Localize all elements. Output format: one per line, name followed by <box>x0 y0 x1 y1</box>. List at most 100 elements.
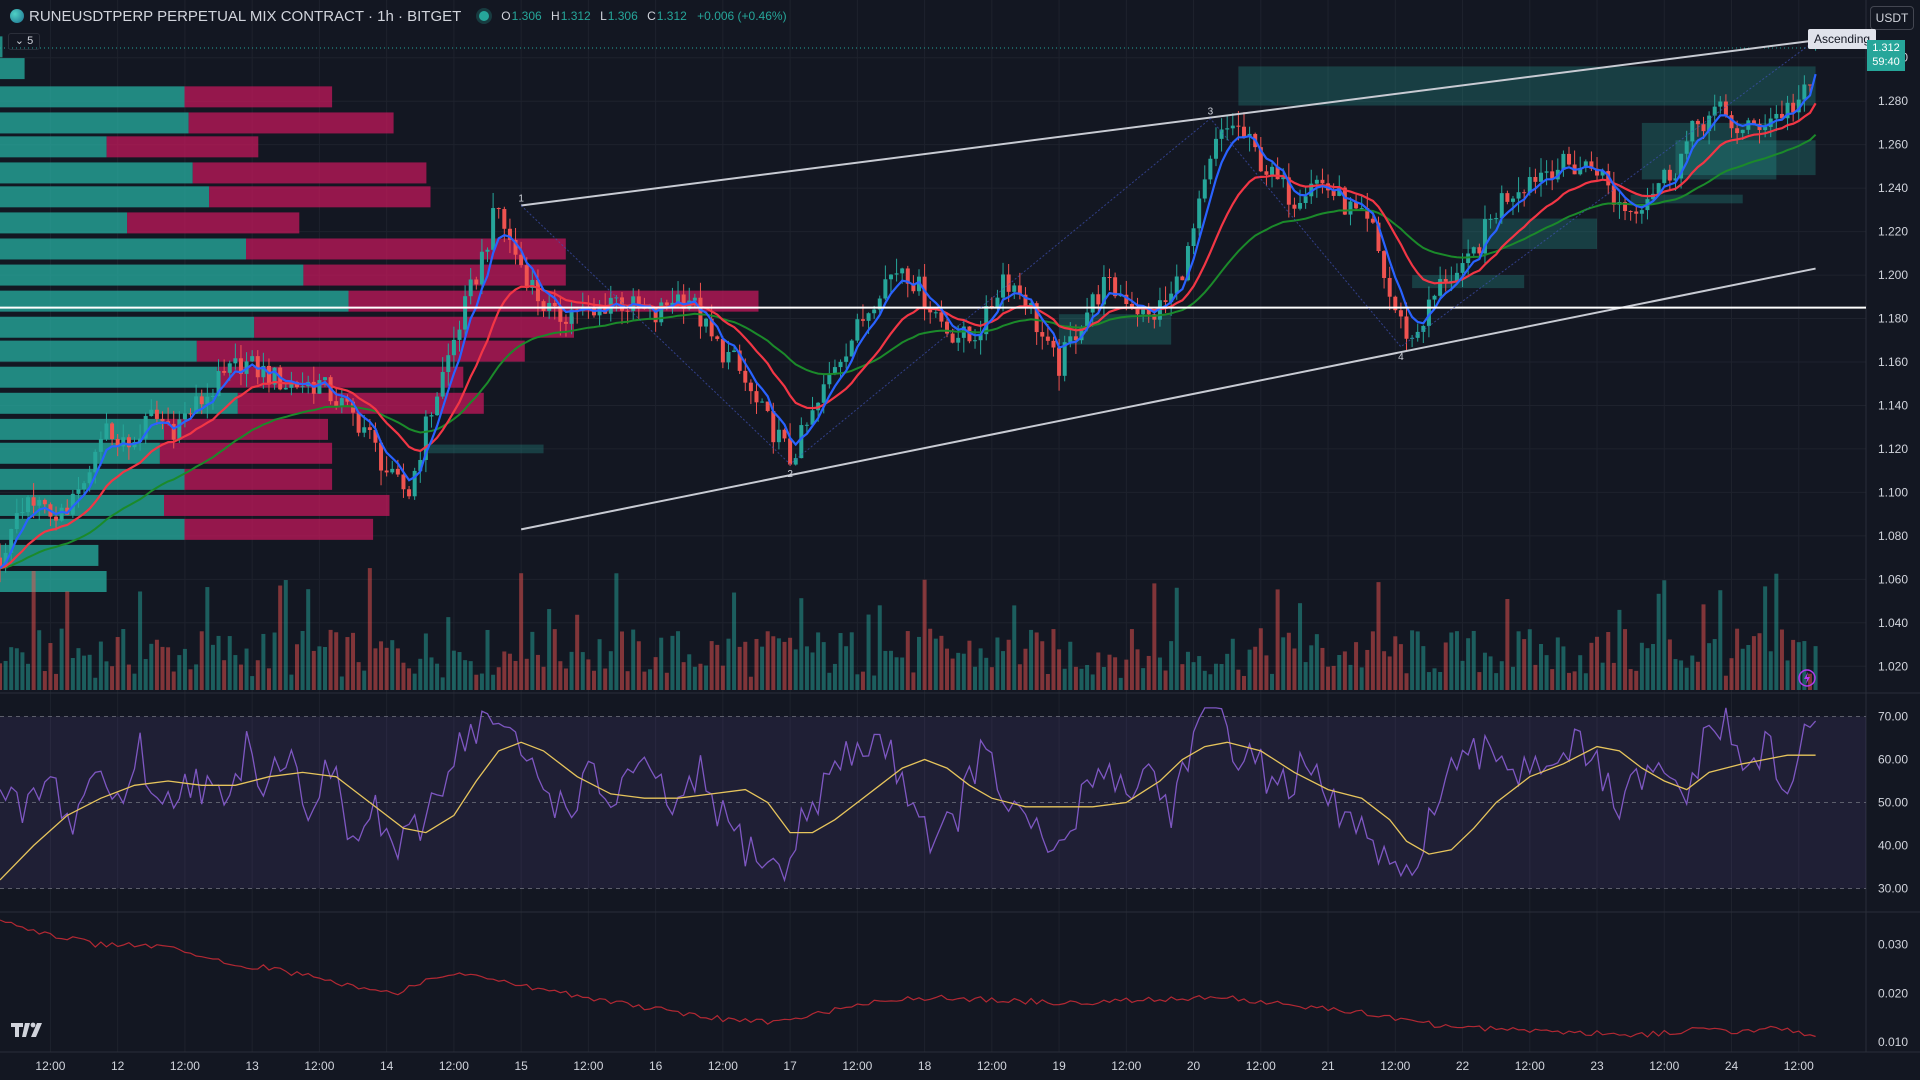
volume-bar <box>115 637 120 690</box>
candle-body <box>379 442 384 471</box>
candle-body <box>743 370 748 383</box>
volume-bar <box>1567 672 1572 690</box>
volume-bar <box>1746 645 1751 690</box>
volume-profile-down-bar <box>184 86 333 108</box>
candle-body <box>945 321 950 334</box>
volume-bar <box>1494 673 1499 690</box>
volume-bar <box>1751 636 1756 690</box>
drawing-label-tag[interactable]: Ascending <box>1808 29 1876 49</box>
candle-body <box>1432 295 1437 300</box>
candle-body <box>1090 294 1095 313</box>
volume-bar <box>1606 631 1611 690</box>
candle-body <box>317 380 322 394</box>
volume-bar <box>407 668 412 690</box>
price-axis-label: 1.240 <box>1878 181 1908 195</box>
volume-bar <box>681 662 686 690</box>
volume-bar <box>922 579 927 690</box>
volume-bar <box>1197 656 1202 690</box>
last-price-label: 1.312 59:40 <box>1867 40 1905 71</box>
volume-bar <box>70 658 75 690</box>
volume-bar <box>194 664 199 690</box>
candle-body <box>199 396 204 405</box>
volume-bar <box>1034 632 1039 690</box>
candle-body <box>535 279 540 302</box>
candle-body <box>821 384 826 403</box>
candle-body <box>1460 263 1465 273</box>
volume-bar <box>42 671 47 690</box>
volume-bar <box>687 654 692 690</box>
volume-bar <box>748 676 753 690</box>
volume-bar <box>1006 639 1011 690</box>
volume-bar <box>143 659 148 690</box>
volume-bar <box>356 662 361 690</box>
candle-body <box>1673 178 1678 181</box>
volume-bar <box>916 636 921 690</box>
time-axis-label: 12:00 <box>1649 1059 1679 1073</box>
volume-bar <box>1057 649 1062 690</box>
candle-body <box>412 470 417 497</box>
volume-bar <box>1157 657 1162 690</box>
volume-bar <box>1062 668 1067 690</box>
volume-bar <box>950 658 955 690</box>
candle-body <box>1538 172 1543 182</box>
candle-body <box>1085 312 1090 328</box>
volume-bar <box>1538 643 1543 690</box>
candle-body <box>300 386 305 388</box>
volume-bar <box>1180 664 1185 690</box>
candle-body <box>653 306 658 323</box>
candle-body <box>0 557 2 569</box>
candle-body <box>1796 99 1801 113</box>
volume-bar <box>160 646 165 690</box>
volume-bar <box>603 668 608 690</box>
candle-body <box>1623 201 1628 212</box>
volume-bar <box>547 609 552 690</box>
candle-body <box>491 208 496 250</box>
candle-body <box>1354 201 1359 209</box>
alert-icon <box>1798 669 1816 687</box>
volume-bar <box>849 632 854 690</box>
candle-body <box>1286 177 1291 205</box>
volume-bar <box>614 573 619 690</box>
candle-body <box>1438 279 1443 296</box>
time-axis-label: 12:00 <box>708 1059 738 1073</box>
volume-bar <box>1712 639 1717 690</box>
volume-bar <box>1460 660 1465 690</box>
candle-body <box>1073 336 1078 341</box>
volume-bar <box>98 641 103 690</box>
volume-bar <box>1303 662 1308 690</box>
candle-body <box>872 309 877 314</box>
candle-body <box>1662 169 1667 184</box>
candle-body <box>765 401 770 411</box>
volume-bar <box>300 630 305 690</box>
candle-body <box>1107 276 1112 278</box>
volume-bar <box>26 663 31 690</box>
candle-body <box>1656 183 1661 194</box>
candle-body <box>1578 167 1583 175</box>
volume-bar <box>384 647 389 690</box>
pivot-label: 2 <box>787 469 793 480</box>
candle-body <box>524 265 529 288</box>
indicators-collapse-button[interactable]: ⌄ 5 <box>8 33 40 50</box>
symbol-title[interactable]: RUNEUSDTPERP PERPETUAL MIX CONTRACT · 1h… <box>29 7 462 25</box>
volume-bar <box>905 631 910 690</box>
volume-bar <box>754 638 759 690</box>
candle-body <box>1426 299 1431 326</box>
candle-body <box>440 371 445 397</box>
volume-bar <box>1763 586 1768 690</box>
currency-selector[interactable]: USDT ⌄ <box>1870 6 1914 47</box>
candle-body <box>888 274 893 280</box>
volume-bar <box>1348 664 1353 690</box>
candle-body <box>692 297 697 301</box>
volume-bar <box>317 646 322 690</box>
volume-bar <box>3 660 8 690</box>
volume-bar <box>569 651 574 690</box>
candle-body <box>978 334 983 341</box>
volume-bar <box>827 672 832 690</box>
indicator-line <box>0 919 1816 1038</box>
tradingview-logo-icon[interactable] <box>10 1020 44 1040</box>
volume-bar <box>1735 628 1740 690</box>
volume-bar <box>188 669 193 690</box>
candle-body <box>1718 101 1723 107</box>
candle-body <box>70 493 75 515</box>
